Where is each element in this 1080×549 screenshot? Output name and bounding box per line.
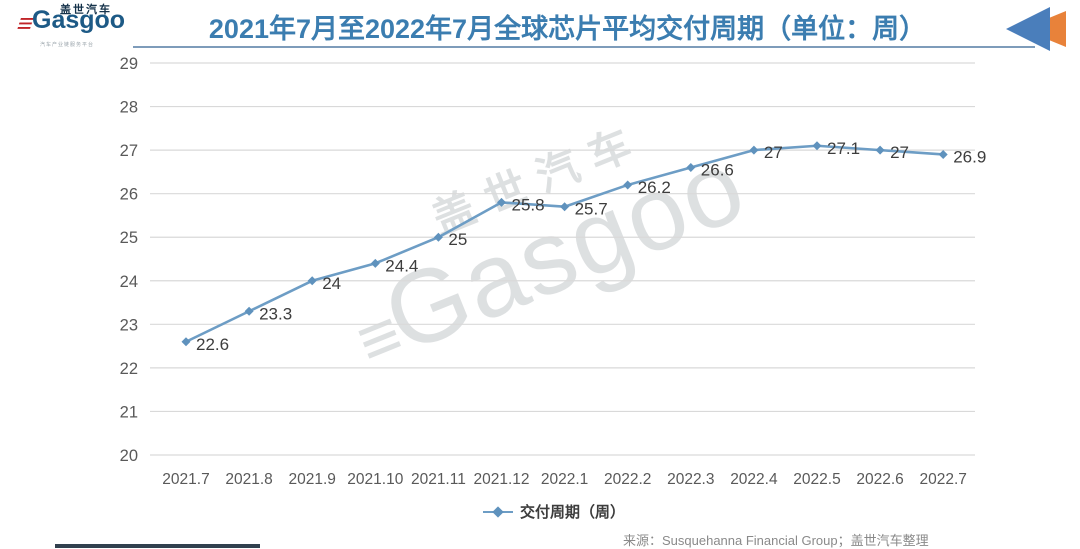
x-tick-label: 2022.5 bbox=[793, 471, 840, 488]
data-point-label: 25.8 bbox=[512, 195, 545, 214]
data-point-label: 23.3 bbox=[259, 304, 292, 323]
x-tick-label: 2021.8 bbox=[225, 471, 272, 488]
y-tick-label: 23 bbox=[120, 316, 138, 334]
logo-brand-cn: 盖世汽车 bbox=[60, 4, 112, 16]
legend: 交付周期（周） bbox=[483, 501, 625, 522]
x-tick-label: 2021.10 bbox=[347, 471, 403, 488]
y-tick-label: 22 bbox=[120, 360, 138, 378]
y-tick-label: 21 bbox=[120, 403, 138, 421]
x-tick-label: 2021.12 bbox=[473, 471, 529, 488]
x-tick-label: 2021.9 bbox=[288, 471, 335, 488]
data-point-label: 22.6 bbox=[196, 335, 229, 354]
data-point-label: 27.1 bbox=[827, 139, 860, 158]
x-tick-label: 2022.2 bbox=[604, 471, 651, 488]
data-point bbox=[875, 145, 885, 155]
y-tick-label: 25 bbox=[120, 229, 138, 247]
y-tick-label: 28 bbox=[120, 99, 138, 117]
data-point-label: 24.4 bbox=[385, 256, 418, 275]
x-tick-label: 2022.7 bbox=[919, 471, 966, 488]
gasgoo-logo-row: ≡ Gasgoo 盖世汽车 bbox=[15, 4, 138, 38]
x-tick-label: 2022.1 bbox=[541, 471, 588, 488]
data-point-label: 26.2 bbox=[638, 178, 671, 197]
bottom-bar bbox=[55, 544, 260, 548]
gasgoo-logo: ≡ Gasgoo 盖世汽车 汽车产业链服务平台 bbox=[15, 4, 138, 48]
page-title: 2021年7月至2022年7月全球芯片平均交付周期（单位：周） bbox=[208, 14, 927, 44]
series-line bbox=[185, 144, 944, 343]
data-point-label: 27 bbox=[890, 143, 909, 162]
y-tick-label: 24 bbox=[120, 273, 138, 291]
data-point bbox=[370, 258, 380, 268]
y-tick-label: 27 bbox=[120, 142, 138, 160]
data-point bbox=[812, 141, 822, 151]
data-point bbox=[623, 180, 633, 190]
y-tick-label: 20 bbox=[120, 447, 138, 465]
data-point-label: 25 bbox=[448, 230, 467, 249]
x-tick-label: 2022.6 bbox=[856, 471, 903, 488]
legend-label: 交付周期（周） bbox=[520, 504, 626, 521]
data-point-label: 27 bbox=[764, 143, 783, 162]
data-point bbox=[433, 232, 443, 242]
source-note: 来源：Susquehanna Financial Group；盖世汽车整理 bbox=[623, 533, 929, 548]
logo-brand-en: Gasgoo bbox=[32, 6, 126, 34]
blue-triangle-icon bbox=[1006, 7, 1050, 51]
data-point bbox=[686, 163, 696, 173]
y-tick-label: 26 bbox=[120, 186, 138, 204]
data-point bbox=[307, 276, 317, 286]
logo-tagline: 汽车产业链服务平台 bbox=[40, 42, 95, 48]
legend-line-marker-icon bbox=[483, 505, 513, 519]
x-tick-label: 2022.3 bbox=[667, 471, 714, 488]
data-point bbox=[749, 145, 759, 155]
data-point bbox=[938, 149, 948, 159]
x-tick-label: 2021.11 bbox=[411, 471, 466, 488]
data-point-label: 25.7 bbox=[575, 200, 608, 219]
data-point-label: 26.6 bbox=[701, 161, 734, 180]
x-tick-label: 2022.4 bbox=[730, 471, 778, 488]
legend-diamond-icon bbox=[492, 505, 504, 518]
data-point-label: 24 bbox=[322, 274, 341, 293]
title-underline bbox=[133, 46, 1035, 48]
data-point bbox=[497, 197, 506, 207]
data-point bbox=[181, 337, 191, 347]
x-tick-label: 2021.7 bbox=[162, 471, 209, 488]
data-point bbox=[244, 306, 254, 316]
data-point bbox=[560, 202, 570, 212]
y-tick-label: 29 bbox=[120, 55, 138, 73]
back-triangles-icon bbox=[1006, 7, 1066, 51]
data-point-label: 26.9 bbox=[953, 147, 986, 166]
